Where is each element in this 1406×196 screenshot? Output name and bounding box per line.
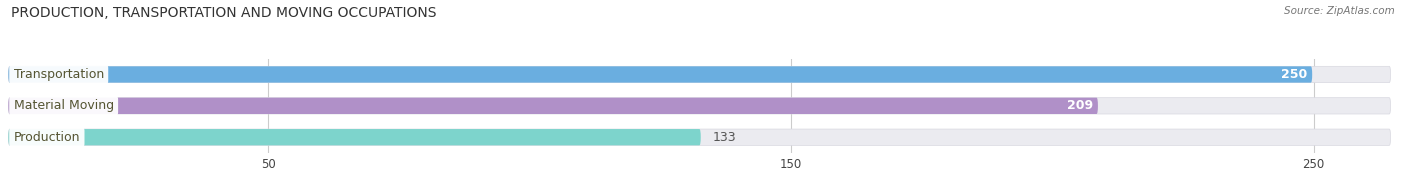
- Text: Transportation: Transportation: [14, 68, 104, 81]
- Text: 250: 250: [1281, 68, 1308, 81]
- Text: PRODUCTION, TRANSPORTATION AND MOVING OCCUPATIONS: PRODUCTION, TRANSPORTATION AND MOVING OC…: [11, 6, 437, 20]
- Text: Material Moving: Material Moving: [14, 99, 114, 112]
- FancyBboxPatch shape: [8, 98, 1391, 114]
- FancyBboxPatch shape: [8, 66, 1391, 83]
- Text: 209: 209: [1067, 99, 1092, 112]
- FancyBboxPatch shape: [8, 98, 1098, 114]
- FancyBboxPatch shape: [8, 66, 1312, 83]
- Text: Production: Production: [14, 131, 80, 144]
- Text: 133: 133: [713, 131, 737, 144]
- Text: Source: ZipAtlas.com: Source: ZipAtlas.com: [1284, 6, 1395, 16]
- FancyBboxPatch shape: [8, 129, 1391, 145]
- FancyBboxPatch shape: [8, 129, 700, 145]
